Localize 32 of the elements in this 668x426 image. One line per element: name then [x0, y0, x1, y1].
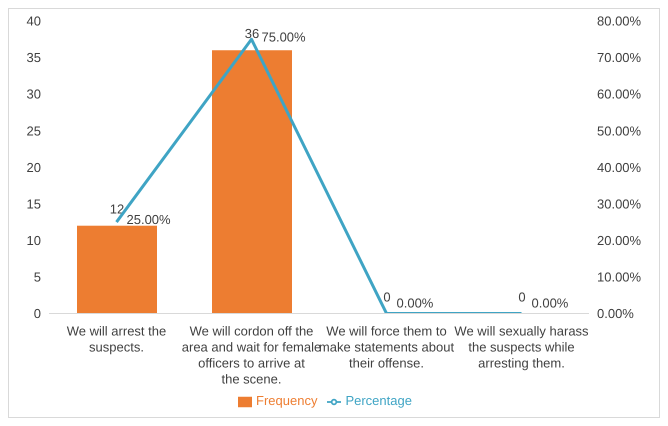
y-tick-label: 10: [26, 232, 41, 248]
x-tick-label: We will sexually harass the suspects while arresting them.: [454, 323, 590, 370]
data-label: 75.00%: [262, 29, 306, 44]
data-label: 0.00%: [532, 295, 569, 310]
data-label: 25.00%: [126, 212, 172, 228]
y-tick-label: 20: [26, 160, 41, 175]
y2-tick-label: 60.00%: [597, 86, 642, 102]
data-label: 0: [383, 289, 391, 304]
y2-tick-label: 20.00%: [597, 232, 642, 248]
y2-tick-label: 50.00%: [597, 123, 642, 138]
y2-tick-label: 0.00%: [597, 306, 634, 322]
y2-tick-label: 80.00%: [597, 14, 642, 29]
y2-tick-label: 70.00%: [597, 50, 642, 66]
y2-tick-label: 30.00%: [597, 196, 642, 212]
y-tick-label: 5: [34, 270, 41, 284]
x-tick-label: We will cordon off the area and wait for female officers to arrive at the scene.: [182, 323, 322, 386]
data-label: 0.00%: [396, 295, 434, 310]
y-tick-label: 15: [26, 196, 41, 212]
legend-label: Percentage: [345, 393, 412, 408]
y2-tick-label: 40.00%: [597, 160, 642, 175]
data-label: 0: [518, 289, 526, 304]
y2-tick-label: 10.00%: [597, 270, 642, 284]
y-tick-label: 0: [34, 306, 41, 322]
y-tick-label: 30: [26, 86, 41, 102]
x-tick-label: We will arrest the suspects.: [66, 323, 166, 354]
legend-label: Frequency: [256, 393, 318, 408]
y-tick-label: 35: [26, 50, 41, 66]
x-tick-label: We will force them to make statements about their offense.: [318, 323, 454, 370]
y-tick-label: 40: [26, 14, 41, 29]
data-label: 36: [244, 26, 260, 42]
y-tick-label: 25: [26, 123, 41, 138]
data-label: 12: [110, 202, 124, 217]
